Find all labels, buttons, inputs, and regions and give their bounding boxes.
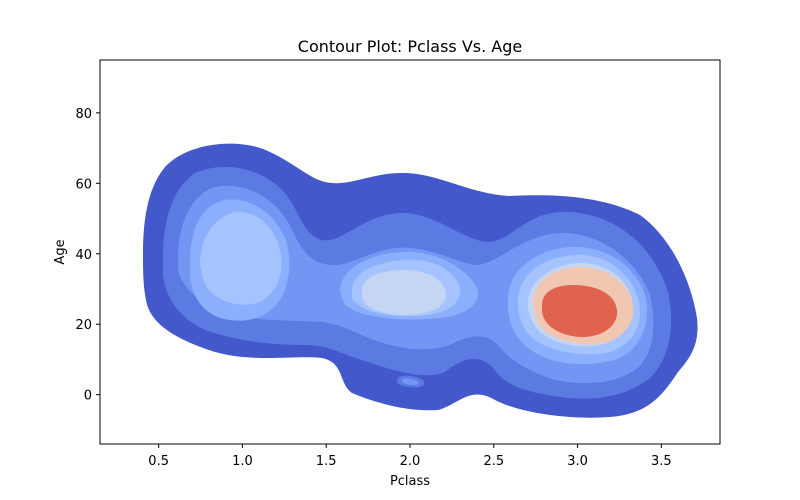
- x-axis-title: Pclass: [390, 474, 430, 489]
- x-tick-label: 3.0: [567, 454, 588, 469]
- y-tick-label: 40: [75, 248, 92, 263]
- y-tick-label: 80: [75, 107, 92, 122]
- x-tick-label: 1.5: [316, 454, 337, 469]
- x-tick-label: 2.0: [400, 454, 421, 469]
- chart-title: Contour Plot: Pclass Vs. Age: [298, 37, 522, 56]
- x-tick-label: 3.5: [651, 454, 672, 469]
- contour-level-8: [542, 285, 618, 337]
- x-tick-label: 1.0: [232, 454, 253, 469]
- x-axis: 0.5 1.0 1.5 2.0 2.5 3.0 3.5: [148, 444, 672, 469]
- contour-levels: [143, 143, 698, 418]
- contour-island-inner: [402, 378, 419, 385]
- y-tick-label: 20: [75, 318, 92, 333]
- x-tick-label: 2.5: [483, 454, 504, 469]
- y-axis: 0 20 40 60 80: [75, 107, 100, 404]
- x-tick-label: 0.5: [148, 454, 169, 469]
- y-axis-title: Age: [53, 239, 68, 264]
- y-tick-label: 0: [84, 389, 92, 404]
- y-tick-label: 60: [75, 177, 92, 192]
